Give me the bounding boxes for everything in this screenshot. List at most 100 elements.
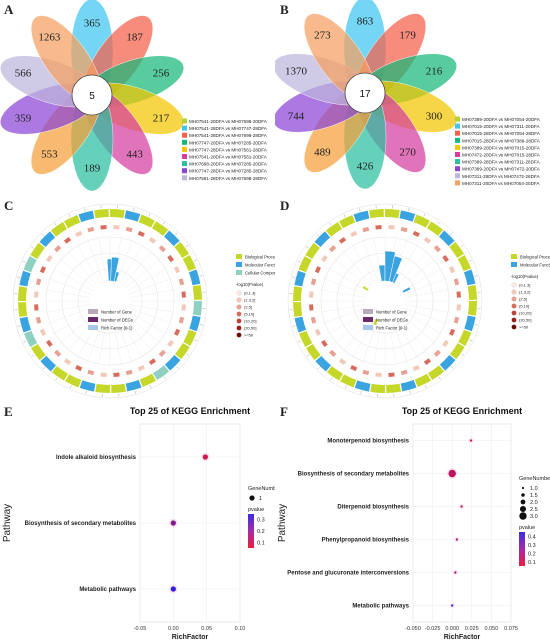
go-deg-cell (34, 304, 39, 311)
go-key-label: Number of DEGs (101, 318, 133, 323)
go-grid-spoke (47, 307, 92, 324)
kegg-size-legend-dot (519, 512, 527, 520)
go-grid-spoke (125, 258, 161, 289)
go-deg-cell (75, 230, 83, 238)
go-outer-tick (149, 384, 152, 388)
go-grid-spoke (127, 267, 168, 292)
kegg-plot-area (412, 423, 512, 623)
go-deg-cell (181, 291, 186, 298)
go-category-segment (467, 301, 477, 316)
go-deg-cell (442, 339, 449, 348)
go-outer-tick (199, 324, 203, 326)
go-deg-cell (321, 254, 328, 263)
panel-letter-c: C (4, 198, 14, 213)
go-category-segment (467, 285, 477, 300)
kegg-size-legend-label: 2.0 (530, 500, 538, 506)
go-deg-cell (338, 237, 347, 244)
go-category-segment (339, 214, 356, 229)
go-category-segment (175, 343, 190, 360)
go-outer-tick (30, 246, 34, 249)
go-legend-swatch (236, 262, 242, 267)
go-category-segment (340, 374, 357, 388)
kegg-color-tick: 0.4 (528, 534, 536, 540)
go-pvalue-label: (2,5] (519, 297, 527, 302)
go-grid-spoke (342, 316, 373, 352)
kegg-x-tick: 0.05 (201, 626, 212, 632)
go-rich-bar (392, 272, 400, 284)
kegg-y-label: Diterpenoid biosynthesis (337, 505, 409, 511)
venn-legend-label: MH07311-28DFA vs MH07472-28DFA (462, 174, 540, 179)
venn-petal-label: 426 (357, 161, 374, 173)
go-deg-cell (46, 254, 53, 263)
go-deg-cell (113, 372, 120, 377)
go-rich-bar (378, 264, 386, 282)
go-category-segment (464, 315, 476, 332)
go-key-swatch (88, 317, 98, 322)
venn-legend-swatch (182, 154, 187, 159)
go-deg-cell (448, 328, 456, 336)
go-grid-spoke (76, 243, 101, 284)
go-grid-spoke (327, 310, 368, 335)
go-outer-tick (344, 385, 347, 389)
go-grid-spoke (128, 307, 173, 324)
go-outer-tick (329, 222, 332, 226)
kegg-size-legend-title: GeneNumber (519, 476, 550, 482)
go-grid-spoke (404, 289, 451, 298)
go-outer-tick (31, 354, 35, 357)
go-outer-tick (306, 354, 310, 357)
venn-chart-a: 365 187 256 217 443 189 553 359 566 1263 5 MH07541-… (0, 0, 268, 192)
kegg-size-legend-label: 3.0 (530, 514, 538, 520)
go-pvalue-dot (511, 303, 517, 309)
go-pvalue-title: -log10(Pvalue) (511, 274, 539, 279)
kegg-color-tick: 0.2 (528, 551, 536, 557)
go-deg-cell (167, 254, 174, 263)
go-deg-cell (113, 225, 120, 230)
go-deg-cell (388, 372, 395, 377)
go-category-segment (353, 210, 370, 223)
go-deg-cell (75, 364, 83, 372)
go-outer-guide (287, 203, 483, 399)
kegg-point (170, 586, 176, 592)
go-outer-tick (163, 376, 166, 380)
venn-legend-label: MH07389-20DFA vs MH07015-20DFA (462, 145, 541, 150)
panel-letter-e: E (4, 404, 13, 419)
venn-legend-swatch (455, 166, 460, 172)
go-outer-tick (68, 214, 71, 218)
go-deg-cell (54, 245, 62, 253)
go-pvalue-dot (511, 282, 517, 288)
go-category-segment (40, 355, 57, 372)
go-pvalue-dot (511, 289, 517, 295)
kegg-title: Top 25 of KEGG Enrichment (130, 406, 250, 416)
go-deg-cell (158, 245, 166, 253)
go-outer-tick (424, 384, 427, 388)
go-key-label: Rich Factor (0-1) (376, 326, 408, 331)
go-outer-tick (298, 340, 302, 343)
venn-petal-label: 1370 (285, 66, 308, 78)
venn-legend-swatch (182, 168, 187, 174)
venn-legend-swatch (455, 144, 460, 150)
go-category-segment (183, 329, 197, 346)
kegg-y-label: Metabolic pathways (352, 604, 409, 610)
go-category-segment (30, 344, 46, 361)
go-pvalue-dot (236, 290, 242, 296)
panel-letter-b: B (280, 2, 289, 17)
go-pvalue-label: (2,5] (244, 305, 252, 310)
go-rich-bar (372, 318, 379, 326)
go-key-label: Rich Factor (0-1) (101, 326, 133, 331)
go-outer-tick (199, 275, 203, 277)
venn-center-circle (344, 72, 386, 114)
go-key-swatch (363, 317, 373, 322)
go-pvalue-title: -log10(Pvalue) (236, 282, 264, 287)
venn-legend-swatch (455, 180, 460, 186)
go-deg-cell (310, 278, 317, 286)
go-grid-spoke (351, 243, 376, 284)
venn-legend-swatch (455, 123, 460, 129)
go-pvalue-dot (511, 324, 517, 330)
go-category-segment (192, 301, 202, 316)
go-deg-cell (362, 369, 370, 376)
go-outer-tick (316, 233, 319, 236)
go-pvalue-dot (236, 325, 242, 331)
go-category-segment (124, 210, 141, 222)
go-category-segment (139, 373, 156, 388)
go-category-segment (293, 286, 303, 301)
